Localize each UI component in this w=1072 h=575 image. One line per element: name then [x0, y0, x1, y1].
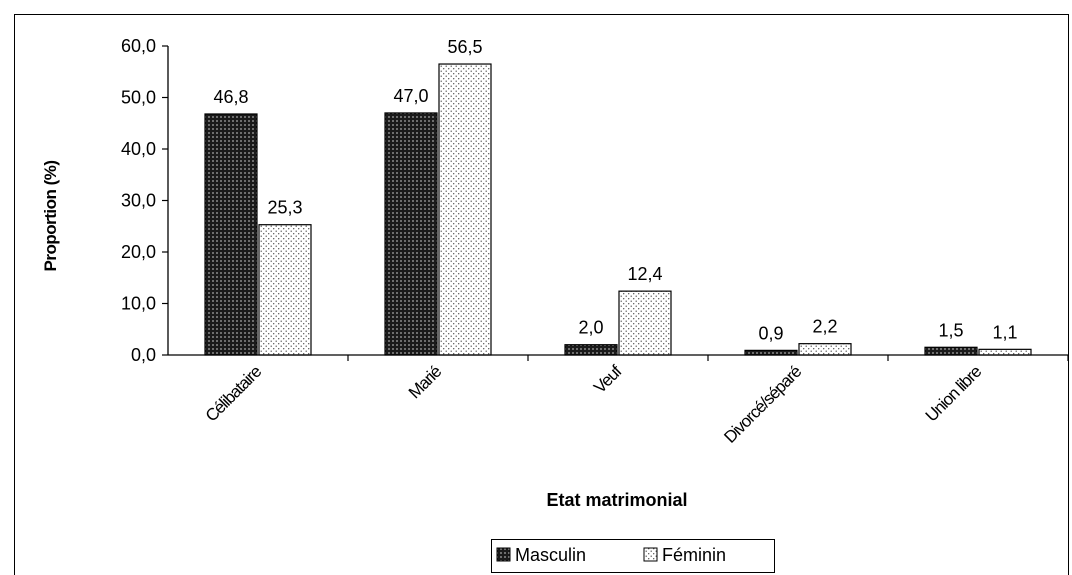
bar-masculin: [384, 112, 438, 356]
data-label-masculin: 0,9: [758, 323, 783, 343]
legend-box: [491, 539, 775, 573]
data-label-masculin: 1,5: [938, 320, 963, 340]
data-label-masculin: 2,0: [578, 318, 603, 338]
x-axis-label: Etat matrimonial: [546, 490, 687, 510]
bar-masculin: [924, 346, 978, 356]
bar-masculin: [204, 113, 258, 356]
legend-label-masculin: Masculin: [515, 545, 586, 565]
bar-feminin: [618, 290, 672, 356]
bar-feminin: [258, 224, 312, 356]
chart-border: [14, 14, 1069, 575]
legend-swatch-feminin: [643, 547, 658, 562]
y-tick-label: 50,0: [121, 88, 156, 108]
bar-feminin: [438, 63, 492, 356]
y-tick-label: 0,0: [131, 345, 156, 365]
y-tick-label: 30,0: [121, 191, 156, 211]
bar-masculin: [744, 349, 798, 356]
bar-feminin: [978, 348, 1032, 356]
y-tick-label: 60,0: [121, 36, 156, 56]
y-tick-label: 40,0: [121, 139, 156, 159]
legend-label-feminin: Féminin: [662, 545, 726, 565]
legend: Masculin Féminin: [491, 539, 775, 573]
y-axis-ticks: 0,0 10,0 20,0 30,0 40,0 50,0 60,0: [121, 36, 168, 365]
bar-feminin: [798, 343, 852, 356]
bar-masculin: [564, 344, 618, 356]
data-label-feminin: 2,2: [812, 317, 837, 337]
y-tick-label: 20,0: [121, 242, 156, 262]
legend-swatch-masculin: [496, 547, 511, 562]
y-axis-label: Proportion (%): [41, 160, 60, 271]
data-label-masculin: 47,0: [393, 86, 428, 106]
data-label-feminin: 25,3: [267, 198, 302, 218]
data-label-feminin: 56,5: [447, 37, 482, 57]
data-labels-group: 46,8 25,3 47,0 56,5 2,0 12,4 0,9 2,2 1,5 1,1: [213, 37, 1017, 343]
data-label-feminin: 12,4: [627, 264, 662, 284]
data-label-feminin: 1,1: [992, 322, 1017, 342]
data-label-masculin: 46,8: [213, 87, 248, 107]
y-tick-label: 10,0: [121, 294, 156, 314]
